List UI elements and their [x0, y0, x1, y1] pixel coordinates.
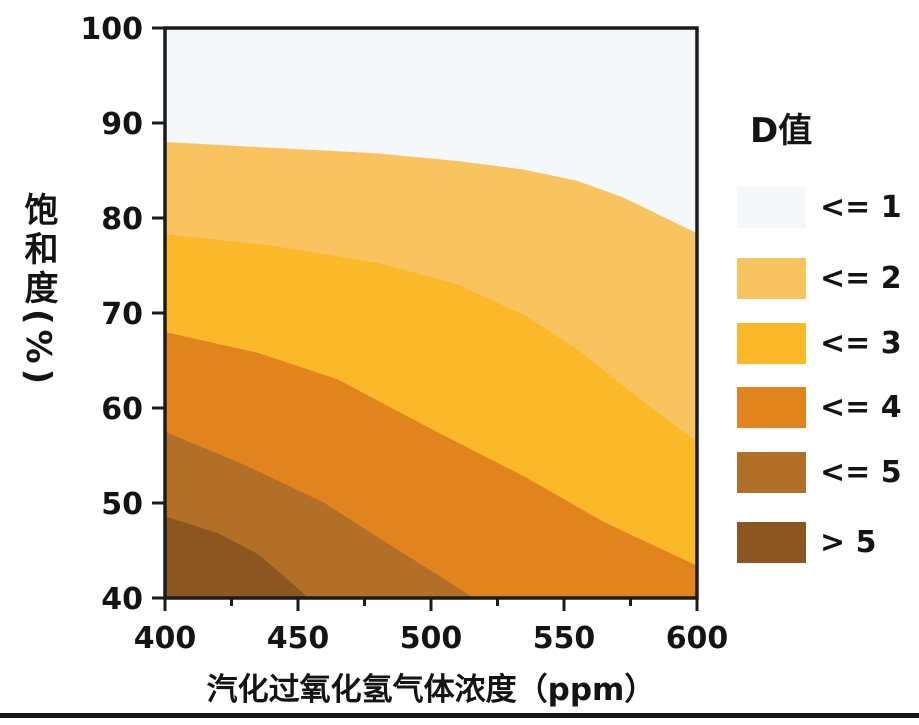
legend-row-le-5: <= 5 — [737, 452, 902, 493]
y-tick-label: 100 — [80, 12, 143, 47]
y-tick-label: 80 — [101, 202, 143, 237]
y-tick-label: 40 — [101, 582, 143, 617]
x-tick-label: 600 — [666, 621, 729, 656]
y-tick-label: 70 — [101, 297, 143, 332]
legend-row-le-2: <= 2 — [737, 258, 902, 299]
bottom-border-line — [0, 713, 919, 718]
legend-label: <= 3 — [820, 326, 902, 361]
legend-label: <= 4 — [820, 390, 902, 425]
y-axis-title: 饱和度(%) — [18, 192, 58, 390]
legend-row-gt-5: > 5 — [737, 522, 876, 563]
y-tick-label: 50 — [101, 487, 143, 522]
x-tick-label: 450 — [267, 621, 330, 656]
legend-swatch — [737, 387, 806, 428]
legend-swatch — [737, 258, 806, 299]
legend-label: <= 2 — [820, 261, 902, 296]
legend-swatch — [737, 187, 806, 228]
legend-swatch — [737, 522, 806, 563]
legend-label: <= 1 — [820, 190, 902, 225]
x-tick-label: 400 — [134, 621, 197, 656]
legend-row-le-4: <= 4 — [737, 387, 902, 428]
x-tick-label: 500 — [400, 621, 463, 656]
legend-swatch — [737, 323, 806, 364]
legend-title: D值 — [750, 111, 813, 151]
legend-label: <= 5 — [820, 455, 902, 490]
contour-band-gt-5 — [165, 516, 309, 598]
x-tick-label: 550 — [533, 621, 596, 656]
y-tick-label: 60 — [101, 392, 143, 427]
x-axis-title: 汽化过氧化氢气体浓度（ppm） — [206, 672, 656, 708]
y-tick-label: 90 — [101, 107, 143, 142]
legend-swatch — [737, 452, 806, 493]
legend-label: > 5 — [820, 525, 877, 560]
legend-row-le-3: <= 3 — [737, 323, 902, 364]
legend-row-le-1: <= 1 — [737, 187, 902, 228]
